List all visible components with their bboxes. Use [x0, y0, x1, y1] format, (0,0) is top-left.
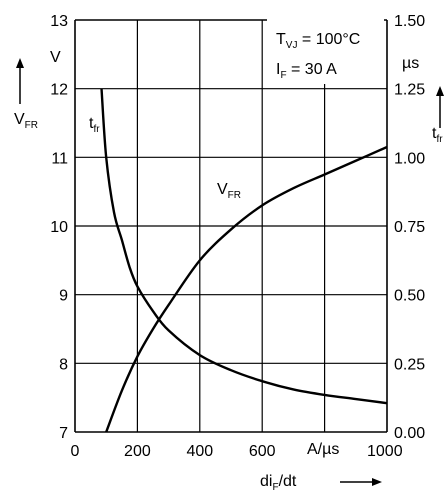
- x-unit: A/µs: [307, 441, 339, 458]
- y-left-tick-label: 8: [59, 356, 68, 373]
- x-tick-label: 0: [71, 443, 80, 460]
- y-right-arrow: [436, 86, 444, 128]
- y-right-tick-label: 1.00: [394, 150, 425, 167]
- y-right-label: tfr: [432, 125, 443, 145]
- series-curve-v-fr: [105, 145, 388, 433]
- x-tick-label: 400: [186, 443, 213, 460]
- x-label: diF/dt: [260, 473, 297, 493]
- y-left-tick-label: 7: [59, 425, 68, 442]
- series-label-tfr: tfr: [89, 115, 100, 135]
- y-right-tick-label: 0.00: [394, 425, 425, 442]
- condition-tvj: TVJ = 100°C: [276, 31, 360, 51]
- series-curve-t-fr: [100, 88, 388, 405]
- y-left-tick-label: 9: [59, 288, 68, 305]
- y-left-tick-label: 10: [50, 219, 68, 236]
- y-left-tick-label: 11: [51, 150, 68, 167]
- y-right-tick-label: 0.50: [394, 288, 425, 305]
- series-label-vfr: VFR: [217, 181, 241, 201]
- x-arrow: [340, 478, 382, 486]
- y-left-tick-label: 13: [50, 13, 68, 30]
- y-right-tick-label: 0.75: [394, 219, 425, 236]
- y-left-label: VFR: [14, 111, 38, 131]
- y-right-tick-label: 1.50: [394, 13, 425, 30]
- y-right-tick-label: 1.25: [394, 82, 425, 99]
- condition-if: IF = 30 A: [276, 61, 337, 81]
- y-left-tick-label: 12: [50, 82, 68, 99]
- x-tick-label: 600: [249, 443, 276, 460]
- y-left-unit: V: [50, 49, 61, 66]
- x-tick-label: 200: [124, 443, 151, 460]
- y-right-unit: µs: [402, 55, 419, 72]
- x-tick-label: 1000: [367, 443, 403, 460]
- condition-box: [267, 18, 384, 84]
- y-left-arrow: [16, 58, 24, 104]
- y-right-tick-label: 0.25: [394, 356, 425, 373]
- data-curves: [100, 88, 388, 433]
- tick-labels: 0 200 400 600 1000 7 8 9 10 11 12 13 0.00 0.25 0.50 0.7…: [50, 13, 425, 460]
